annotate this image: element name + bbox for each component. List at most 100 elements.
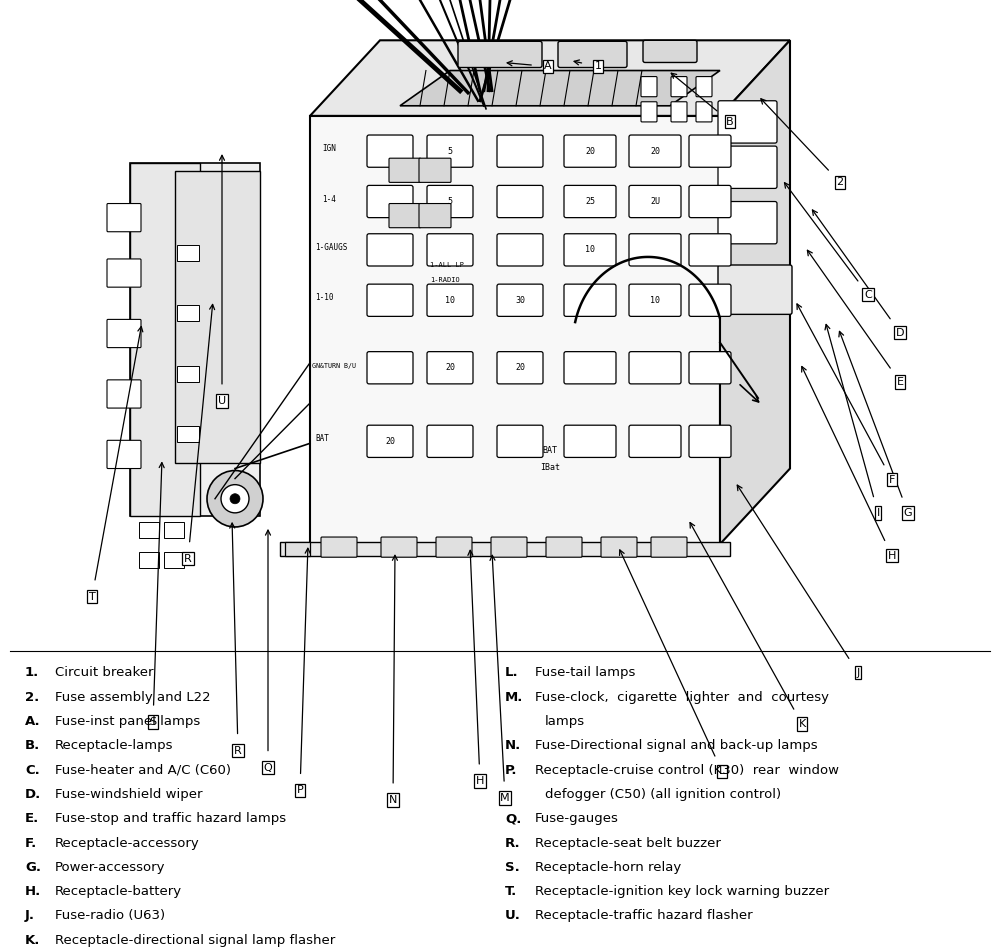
Text: M: M xyxy=(500,793,510,803)
Text: Receptacle-ignition key lock warning buzzer: Receptacle-ignition key lock warning buz… xyxy=(535,885,829,898)
FancyBboxPatch shape xyxy=(643,40,697,63)
Text: Fuse-gauges: Fuse-gauges xyxy=(535,812,619,826)
FancyBboxPatch shape xyxy=(107,319,141,348)
FancyBboxPatch shape xyxy=(381,537,417,558)
Polygon shape xyxy=(280,542,730,556)
Text: lamps: lamps xyxy=(545,715,585,728)
Text: 10: 10 xyxy=(650,295,660,305)
Text: R: R xyxy=(234,746,242,755)
Text: H: H xyxy=(888,551,896,560)
Text: IGN: IGN xyxy=(322,144,336,153)
Text: P.: P. xyxy=(505,764,518,776)
Text: 1-4: 1-4 xyxy=(322,195,336,203)
Text: S.: S. xyxy=(505,861,520,874)
Text: F: F xyxy=(889,475,895,484)
FancyBboxPatch shape xyxy=(689,234,731,266)
FancyBboxPatch shape xyxy=(177,305,199,321)
Text: Receptacle-lamps: Receptacle-lamps xyxy=(55,739,174,752)
FancyBboxPatch shape xyxy=(436,537,472,558)
Text: Fuse-inst panel lamps: Fuse-inst panel lamps xyxy=(55,715,200,728)
Text: G: G xyxy=(904,508,912,518)
Text: 2.: 2. xyxy=(25,691,39,704)
Text: A.: A. xyxy=(25,715,41,728)
FancyBboxPatch shape xyxy=(427,426,473,458)
FancyBboxPatch shape xyxy=(564,234,616,266)
FancyBboxPatch shape xyxy=(367,352,413,384)
Text: Fuse-tail lamps: Fuse-tail lamps xyxy=(535,666,635,679)
Text: Q.: Q. xyxy=(505,812,521,826)
Text: T.: T. xyxy=(505,885,517,898)
FancyBboxPatch shape xyxy=(564,135,616,167)
FancyBboxPatch shape xyxy=(389,203,421,228)
FancyBboxPatch shape xyxy=(177,366,199,382)
FancyBboxPatch shape xyxy=(389,159,421,182)
FancyBboxPatch shape xyxy=(689,284,731,316)
FancyBboxPatch shape xyxy=(497,284,543,316)
Text: T: T xyxy=(89,592,95,601)
Text: 20: 20 xyxy=(515,363,525,372)
FancyBboxPatch shape xyxy=(718,101,777,143)
FancyBboxPatch shape xyxy=(107,259,141,287)
Text: 10: 10 xyxy=(585,245,595,255)
Text: R.: R. xyxy=(505,837,521,849)
Polygon shape xyxy=(310,116,720,544)
Text: F.: F. xyxy=(25,837,37,849)
FancyBboxPatch shape xyxy=(367,234,413,266)
Polygon shape xyxy=(720,40,790,544)
FancyBboxPatch shape xyxy=(427,352,473,384)
Text: Fuse-stop and traffic hazard lamps: Fuse-stop and traffic hazard lamps xyxy=(55,812,286,826)
Text: R: R xyxy=(184,554,192,563)
Text: Fuse assembly and L22: Fuse assembly and L22 xyxy=(55,691,211,704)
Text: 5: 5 xyxy=(448,197,452,206)
FancyBboxPatch shape xyxy=(629,185,681,218)
FancyBboxPatch shape xyxy=(321,537,357,558)
Text: D.: D. xyxy=(25,788,41,801)
Text: C.: C. xyxy=(25,764,40,776)
FancyBboxPatch shape xyxy=(177,427,199,443)
Text: BAT: BAT xyxy=(315,434,329,444)
FancyBboxPatch shape xyxy=(629,426,681,458)
FancyBboxPatch shape xyxy=(367,135,413,167)
Text: Fuse-Directional signal and back-up lamps: Fuse-Directional signal and back-up lamp… xyxy=(535,739,818,752)
Polygon shape xyxy=(285,542,310,556)
Text: Receptacle-cruise control (K30)  rear  window: Receptacle-cruise control (K30) rear win… xyxy=(535,764,839,776)
Text: 1-ALL LP: 1-ALL LP xyxy=(430,262,464,268)
FancyBboxPatch shape xyxy=(671,77,687,97)
FancyBboxPatch shape xyxy=(419,203,451,228)
FancyBboxPatch shape xyxy=(427,185,473,218)
Text: E: E xyxy=(896,377,904,387)
Text: J.: J. xyxy=(25,909,35,922)
FancyBboxPatch shape xyxy=(164,552,184,568)
Text: U.: U. xyxy=(505,909,521,922)
FancyBboxPatch shape xyxy=(107,440,141,468)
FancyBboxPatch shape xyxy=(601,537,637,558)
FancyBboxPatch shape xyxy=(497,185,543,218)
FancyBboxPatch shape xyxy=(367,185,413,218)
FancyBboxPatch shape xyxy=(689,352,731,384)
Text: Receptacle-directional signal lamp flasher: Receptacle-directional signal lamp flash… xyxy=(55,934,335,947)
Text: 20: 20 xyxy=(385,437,395,446)
FancyBboxPatch shape xyxy=(689,185,731,218)
FancyBboxPatch shape xyxy=(641,77,657,97)
Text: D: D xyxy=(896,328,904,337)
FancyBboxPatch shape xyxy=(671,102,687,122)
Text: B: B xyxy=(726,117,734,126)
Text: Q: Q xyxy=(264,763,272,772)
Text: Fuse-clock,  cigarette  lighter  and  courtesy: Fuse-clock, cigarette lighter and courte… xyxy=(535,691,829,704)
Text: 1.: 1. xyxy=(25,666,39,679)
Text: N.: N. xyxy=(505,739,521,752)
FancyBboxPatch shape xyxy=(718,201,777,244)
FancyBboxPatch shape xyxy=(558,41,627,67)
FancyBboxPatch shape xyxy=(564,284,616,316)
FancyBboxPatch shape xyxy=(497,135,543,167)
Text: Receptacle-battery: Receptacle-battery xyxy=(55,885,182,898)
Text: Power-accessory: Power-accessory xyxy=(55,861,166,874)
Circle shape xyxy=(207,470,263,527)
FancyBboxPatch shape xyxy=(107,380,141,408)
Polygon shape xyxy=(130,163,260,516)
FancyBboxPatch shape xyxy=(427,284,473,316)
FancyBboxPatch shape xyxy=(564,352,616,384)
FancyBboxPatch shape xyxy=(427,234,473,266)
Text: I: I xyxy=(876,508,880,518)
Text: S: S xyxy=(149,717,157,727)
